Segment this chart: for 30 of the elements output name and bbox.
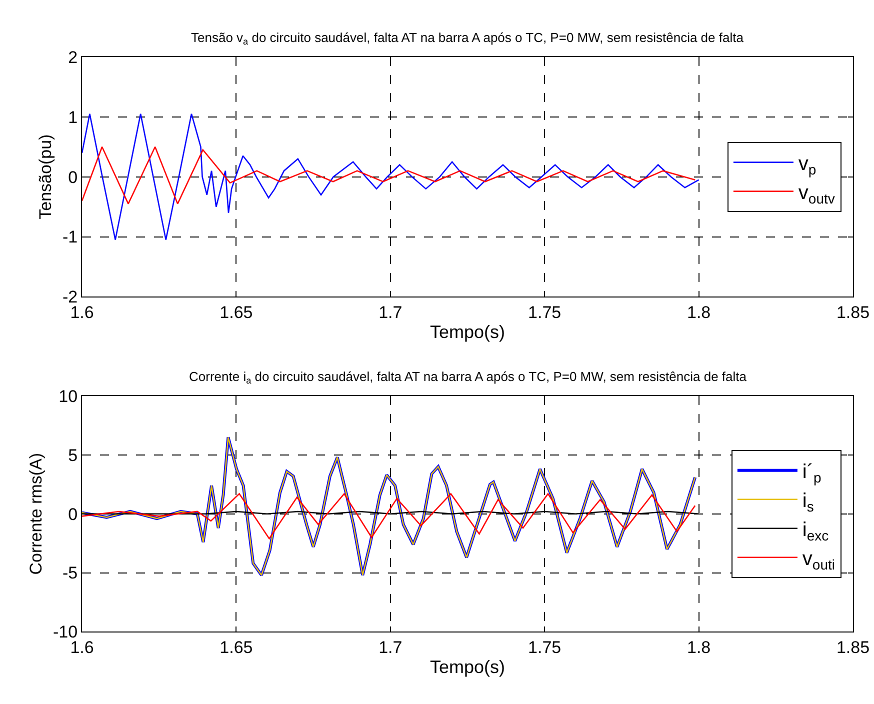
x-axis-title: Tempo(s) (430, 322, 506, 342)
y-axis-title: Corrente rms(A) (26, 452, 46, 575)
legend-label: v$_{p}$ (798, 153, 816, 178)
y-tick-label: 1 (68, 108, 78, 127)
y-tick-label: 2 (68, 48, 78, 67)
y-axis-title: Tensão(pu) (36, 134, 56, 220)
legend-label: v$_{outv}$ (798, 182, 835, 206)
legend-label: v$_{outi}$ (802, 548, 836, 572)
x-tick-label: 1.7 (378, 303, 402, 322)
y-tick-label: 0 (68, 504, 78, 524)
x-tick-label: 1.8 (686, 638, 711, 658)
y-tick-label: 10 (58, 386, 78, 406)
x-tick-label: 1.85 (836, 303, 870, 322)
x-tick-label: 1.75 (528, 638, 562, 658)
x-tick-label: 1.65 (220, 303, 253, 322)
x-tick-label: 1.75 (528, 303, 562, 322)
x-tick-label: 1.85 (836, 638, 870, 658)
y-tick-label: 0 (68, 168, 78, 187)
chart-title: Corrente i$_{a}$ do circuito saudável, falta AT na barra A após o TC, P=0 MW, sem resistência de falta (189, 369, 748, 386)
legend-label: i$_{exc}$ (802, 519, 829, 544)
y-tick-label: -1 (62, 228, 78, 247)
chart-title: Tensão v$_{a}$ do circuito saudável, falta AT na barra A após o TC, P=0 MW, sem resistência de falta (191, 30, 744, 47)
y-tick-label: -5 (62, 564, 78, 583)
legend-label: i$_{s}$ (802, 490, 814, 514)
x-axis-title: Tempo(s) (430, 657, 506, 678)
y-tick-label: 5 (68, 446, 78, 465)
legend-label: i´$_{p}$ (802, 461, 822, 486)
x-tick-label: 1.8 (686, 303, 711, 322)
x-tick-label: 1.65 (220, 638, 253, 658)
x-tick-label: 1.7 (378, 638, 402, 658)
